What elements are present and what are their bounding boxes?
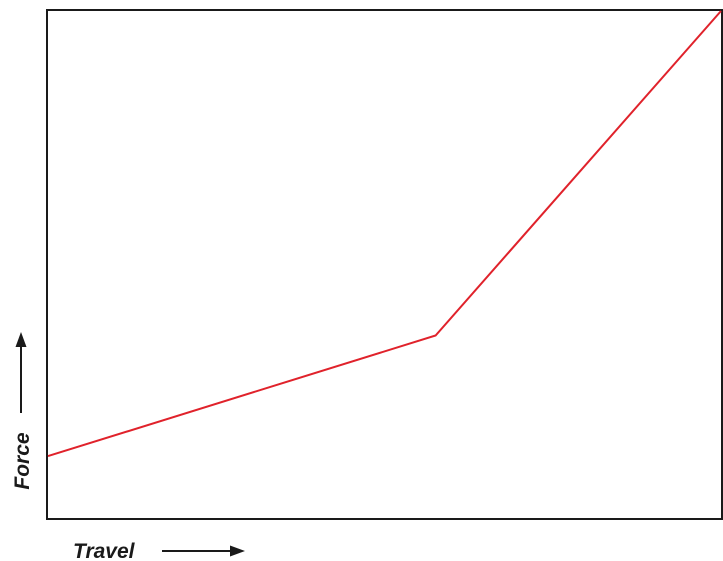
x-axis-arrowhead-icon	[230, 545, 245, 557]
y-axis-arrowhead-icon	[15, 332, 27, 347]
series-layer	[47, 10, 722, 458]
plot-frame	[46, 9, 723, 520]
y-axis-label: Force	[11, 432, 34, 490]
x-axis-label: Travel	[73, 540, 136, 561]
series-line-1	[47, 10, 722, 458]
